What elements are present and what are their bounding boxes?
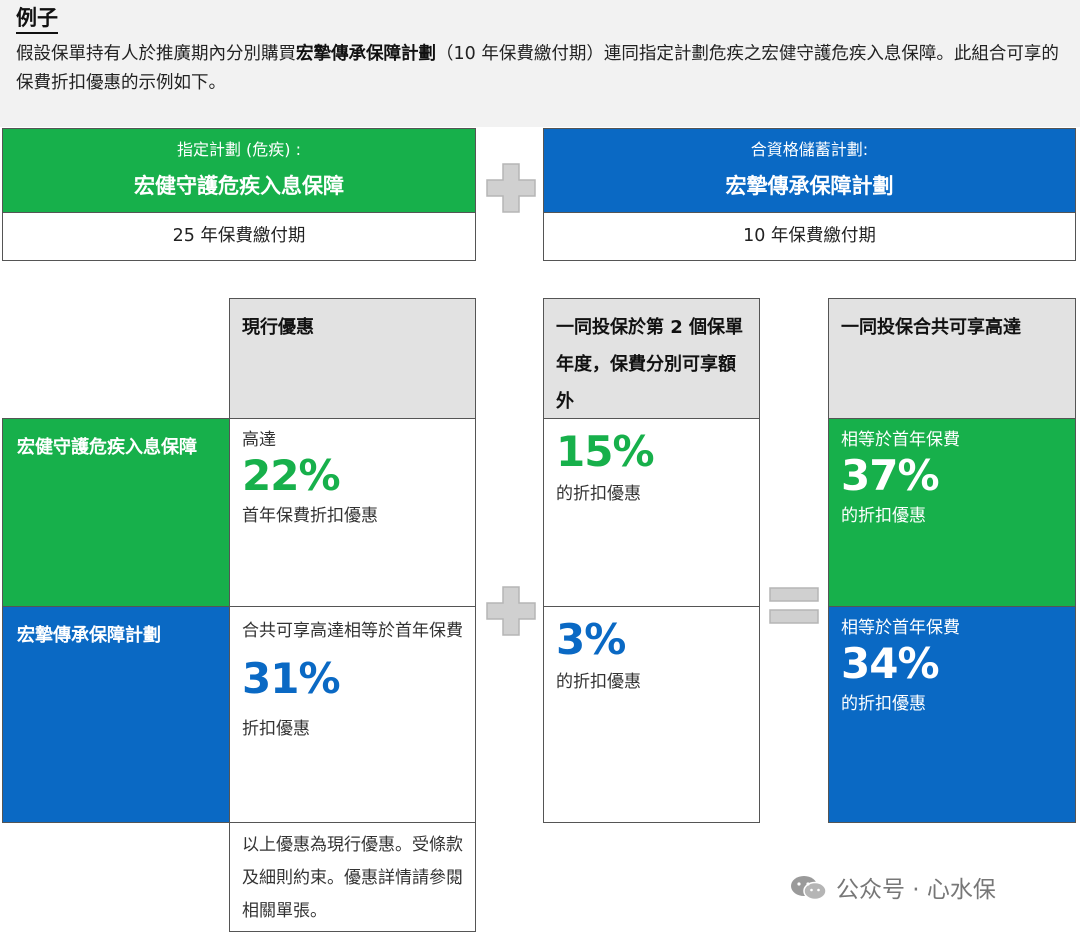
row1-current-post: 首年保費折扣優惠: [242, 506, 378, 526]
row1-total-cell: 相等於首年保費 37% 的折扣優惠: [828, 418, 1076, 607]
row1-extra-percent: 15%: [556, 427, 655, 476]
savings-plan-box: 合資格儲蓄計劃: 宏摯傳承保障計劃 10 年保費繳付期: [543, 128, 1076, 261]
row1-total-post: 的折扣優惠: [841, 506, 926, 526]
col-current-offer: 現行優惠: [229, 298, 476, 419]
watermark-text: 公众号 · 心水保: [836, 877, 996, 903]
row2-current-post: 折扣優惠: [242, 719, 310, 739]
designated-plan-box: 指定計劃 (危疾) : 宏健守護危疾入息保障 25 年保費繳付期: [2, 128, 476, 261]
desc-after: （10 年保費繳付期）連同指定計劃危疾之宏健守護危疾入息保障。此組合可享的保費折…: [16, 44, 1059, 93]
row1-current-pre: 高達: [242, 430, 276, 450]
designated-plan-name: 宏健守護危疾入息保障: [134, 174, 344, 198]
row2-total-pre: 相等於首年保費: [841, 618, 960, 638]
savings-plan-header: 合資格儲蓄計劃: 宏摯傳承保障計劃: [544, 129, 1075, 212]
row2-current-cell: 合共可享高達相等於首年保費 31% 折扣優惠: [229, 606, 476, 823]
designated-plan-term: 25 年保費繳付期: [3, 212, 475, 260]
plus-icon: [486, 163, 536, 213]
row2-total-post: 的折扣優惠: [841, 694, 926, 714]
row2-current-percent: 31%: [242, 654, 341, 703]
savings-plan-label: 合資格儲蓄計劃:: [750, 140, 869, 159]
col-extra-offer: 一同投保於第 2 個保單年度，保費分別可享額外: [543, 298, 760, 419]
savings-plan-name: 宏摯傳承保障計劃: [725, 174, 894, 198]
example-title: 例子: [16, 4, 58, 34]
col-total-offer: 一同投保合共可享高達: [828, 298, 1076, 419]
row2-total-cell: 相等於首年保費 34% 的折扣優惠: [828, 606, 1076, 823]
row1-extra-post: 的折扣優惠: [556, 484, 641, 504]
desc-before: 假設保單持有人於推廣期內分別購買: [16, 44, 296, 64]
example-section: [0, 0, 1080, 127]
row1-current-percent: 22%: [242, 451, 341, 500]
wechat-icon: [791, 876, 827, 901]
row2-extra-percent: 3%: [556, 615, 626, 664]
row-critical-illness-plan: 宏健守護危疾入息保障: [2, 418, 230, 607]
plus-icon: [486, 586, 536, 636]
offer-note-text: 以上優惠為現行優惠。受條款及細則約束。優惠詳情請參閱相關單張。: [242, 835, 463, 921]
row2-extra-post: 的折扣優惠: [556, 672, 641, 692]
row1-current-cell: 高達 22% 首年保費折扣優惠: [229, 418, 476, 607]
row1-extra-cell: 15% 的折扣優惠: [543, 418, 760, 607]
row1-total-pre: 相等於首年保費: [841, 430, 960, 450]
watermark: 公众号 · 心水保: [790, 870, 996, 904]
row1-total-percent: 37%: [841, 451, 940, 500]
savings-plan-term: 10 年保費繳付期: [544, 212, 1075, 260]
row2-total-percent: 34%: [841, 639, 940, 688]
designated-plan-label: 指定計劃 (危疾) :: [176, 140, 302, 159]
row-savings-plan: 宏摯傳承保障計劃: [2, 606, 230, 823]
row2-extra-cell: 3% 的折扣優惠: [543, 606, 760, 823]
row2-current-pre: 合共可享高達相等於首年保費: [242, 621, 463, 641]
example-description: 假設保單持有人於推廣期內分別購買宏摯傳承保障計劃（10 年保費繳付期）連同指定計…: [16, 40, 1066, 98]
designated-plan-header: 指定計劃 (危疾) : 宏健守護危疾入息保障: [3, 129, 475, 212]
offer-note: 以上優惠為現行優惠。受條款及細則約束。優惠詳情請參閱相關單張。: [229, 822, 476, 932]
desc-bold-plan: 宏摯傳承保障計劃: [296, 44, 436, 64]
equals-icon: [769, 587, 819, 624]
